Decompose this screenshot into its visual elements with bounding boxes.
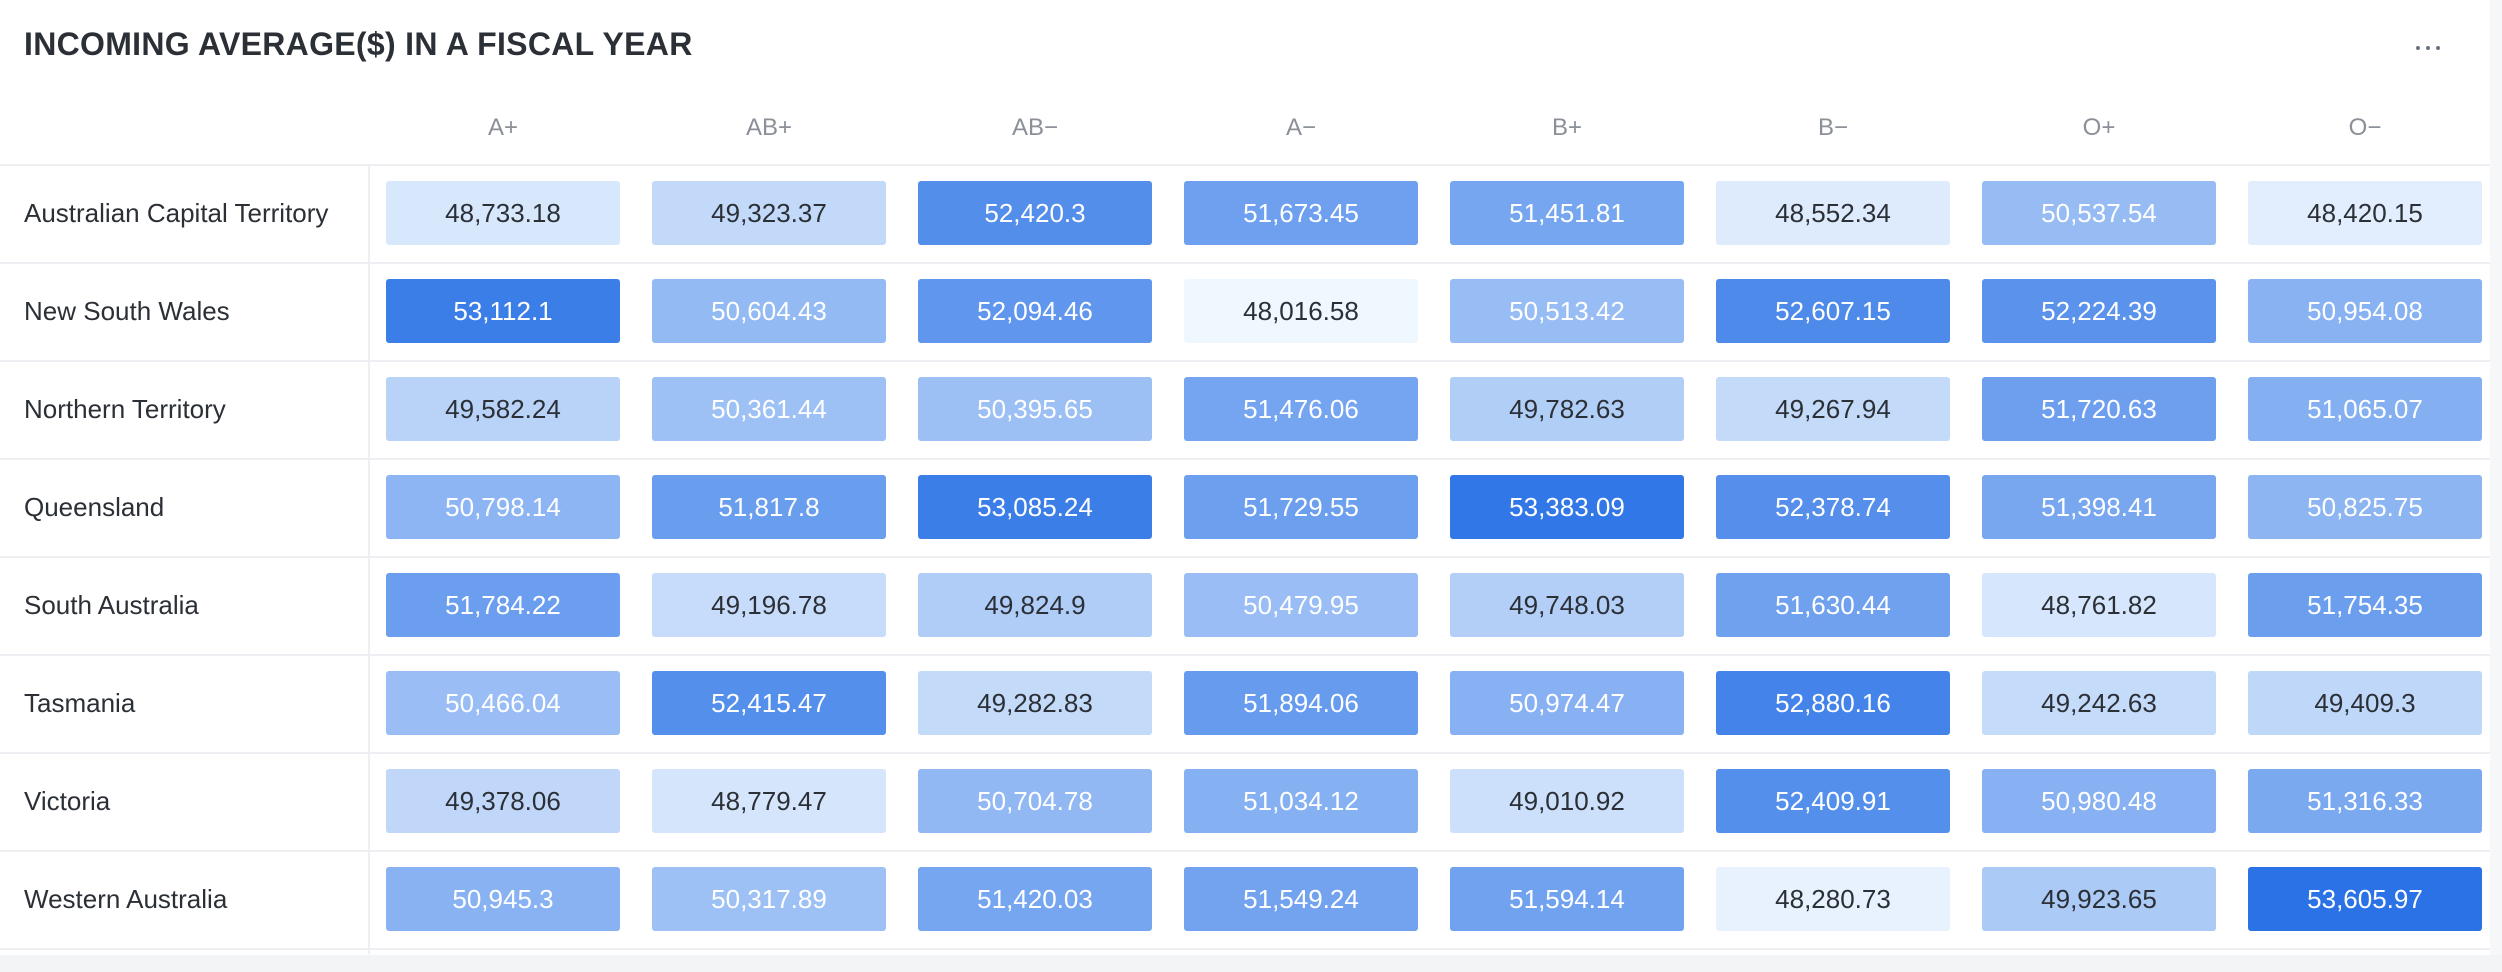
heatmap-cell[interactable]: 50,945.3 xyxy=(386,867,620,931)
row-divider xyxy=(0,360,2490,362)
row-divider xyxy=(0,948,2490,950)
heatmap-cell[interactable]: 52,880.16 xyxy=(1716,671,1950,735)
heatmap-cell[interactable]: 50,537.54 xyxy=(1982,181,2216,245)
heatmap-cell[interactable]: 51,316.33 xyxy=(2248,769,2482,833)
label-column-divider xyxy=(368,164,370,954)
heatmap-cell[interactable]: 48,779.47 xyxy=(652,769,886,833)
row-label: Victoria xyxy=(24,785,111,816)
heatmap-cell[interactable]: 50,954.08 xyxy=(2248,279,2482,343)
heatmap-cell[interactable]: 50,704.78 xyxy=(918,769,1152,833)
heatmap-cell[interactable]: 49,782.63 xyxy=(1450,377,1684,441)
column-header: B+ xyxy=(1551,114,1583,141)
heatmap-cell[interactable]: 51,720.63 xyxy=(1982,377,2216,441)
heatmap-cell[interactable]: 49,582.24 xyxy=(386,377,620,441)
more-horizontal-icon[interactable] xyxy=(2406,30,2450,66)
row-label: Australian Capital Territory xyxy=(24,197,329,228)
heatmap-cell[interactable]: 49,824.9 xyxy=(918,573,1152,637)
row-label: Western Australia xyxy=(24,883,228,914)
column-header: O− xyxy=(2348,114,2382,141)
row-label: Tasmania xyxy=(24,687,136,718)
column-header: B− xyxy=(1817,114,1849,141)
heatmap-cell[interactable]: 51,729.55 xyxy=(1184,475,1418,539)
heatmap-cell[interactable]: 49,267.94 xyxy=(1716,377,1950,441)
column-header: AB+ xyxy=(745,114,793,141)
heatmap-cell[interactable]: 50,798.14 xyxy=(386,475,620,539)
heatmap-cell[interactable]: 50,479.95 xyxy=(1184,573,1418,637)
column-header: AB− xyxy=(1011,114,1059,141)
heatmap-cell[interactable]: 50,466.04 xyxy=(386,671,620,735)
row-divider xyxy=(0,164,2490,166)
heatmap-cell[interactable]: 53,085.24 xyxy=(918,475,1152,539)
heatmap-cell[interactable]: 49,323.37 xyxy=(652,181,886,245)
heatmap-cell[interactable]: 50,317.89 xyxy=(652,867,886,931)
heatmap-cell[interactable]: 52,415.47 xyxy=(652,671,886,735)
row-divider xyxy=(0,752,2490,754)
heatmap-cell[interactable]: 48,420.15 xyxy=(2248,181,2482,245)
heatmap-cell[interactable]: 48,280.73 xyxy=(1716,867,1950,931)
chart-title: INCOMING AVERAGE($) IN A FISCAL YEAR xyxy=(24,26,693,62)
column-header: O+ xyxy=(2082,114,2116,141)
row-divider xyxy=(0,458,2490,460)
heatmap-cell[interactable]: 50,361.44 xyxy=(652,377,886,441)
heatmap-cell[interactable]: 48,016.58 xyxy=(1184,279,1418,343)
heatmap-cell[interactable]: 49,010.92 xyxy=(1450,769,1684,833)
heatmap-cell[interactable]: 51,784.22 xyxy=(386,573,620,637)
heatmap-cell[interactable]: 51,398.41 xyxy=(1982,475,2216,539)
row-label: New South Wales xyxy=(24,295,230,326)
heatmap-cell[interactable]: 49,923.65 xyxy=(1982,867,2216,931)
heatmap-cell[interactable]: 52,094.46 xyxy=(918,279,1152,343)
heatmap-cell[interactable]: 53,112.1 xyxy=(386,279,620,343)
heatmap-cell[interactable]: 51,594.14 xyxy=(1450,867,1684,931)
scroll-gutter xyxy=(2490,0,2502,972)
column-header: A+ xyxy=(487,114,519,141)
heatmap-cell[interactable]: 51,673.45 xyxy=(1184,181,1418,245)
heatmap-cell[interactable]: 51,451.81 xyxy=(1450,181,1684,245)
heatmap-cell[interactable]: 51,420.03 xyxy=(918,867,1152,931)
heatmap-cell[interactable]: 51,476.06 xyxy=(1184,377,1418,441)
heatmap-cell[interactable]: 51,894.06 xyxy=(1184,671,1418,735)
heatmap-cell[interactable]: 49,242.63 xyxy=(1982,671,2216,735)
heatmap-cell[interactable]: 49,748.03 xyxy=(1450,573,1684,637)
heatmap-cell[interactable]: 50,604.43 xyxy=(652,279,886,343)
heatmap-cell[interactable]: 50,513.42 xyxy=(1450,279,1684,343)
dot xyxy=(2436,46,2440,50)
column-header: A− xyxy=(1285,114,1317,141)
row-label: Queensland xyxy=(24,491,165,522)
row-label: South Australia xyxy=(24,589,199,620)
heatmap-cell[interactable]: 52,409.91 xyxy=(1716,769,1950,833)
heatmap-cell[interactable]: 49,196.78 xyxy=(652,573,886,637)
heatmap-cell[interactable]: 50,395.65 xyxy=(918,377,1152,441)
heatmap-cell[interactable]: 48,552.34 xyxy=(1716,181,1950,245)
heatmap-cell[interactable]: 51,065.07 xyxy=(2248,377,2482,441)
row-divider xyxy=(0,262,2490,264)
dot xyxy=(2416,46,2420,50)
heatmap-cell[interactable]: 51,549.24 xyxy=(1184,867,1418,931)
heatmap-card: INCOMING AVERAGE($) IN A FISCAL YEAR A+ A… xyxy=(0,26,2490,954)
heatmap-cell[interactable]: 51,754.35 xyxy=(2248,573,2482,637)
row-divider xyxy=(0,850,2490,852)
heatmap-cell[interactable]: 49,378.06 xyxy=(386,769,620,833)
heatmap-cell[interactable]: 48,733.18 xyxy=(386,181,620,245)
row-label: Northern Territory xyxy=(24,393,226,424)
heatmap-cell[interactable]: 50,974.47 xyxy=(1450,671,1684,735)
heatmap-cell[interactable]: 49,282.83 xyxy=(918,671,1152,735)
heatmap-cell[interactable]: 50,980.48 xyxy=(1982,769,2216,833)
heatmap-cell[interactable]: 52,607.15 xyxy=(1716,279,1950,343)
heatmap-cell[interactable]: 52,420.3 xyxy=(918,181,1152,245)
heatmap-cell[interactable]: 53,383.09 xyxy=(1450,475,1684,539)
row-divider xyxy=(0,654,2490,656)
dot xyxy=(2426,46,2430,50)
heatmap-cell[interactable]: 51,034.12 xyxy=(1184,769,1418,833)
heatmap-cell[interactable]: 48,761.82 xyxy=(1982,573,2216,637)
heatmap-cell[interactable]: 51,630.44 xyxy=(1716,573,1950,637)
bottom-edge xyxy=(0,955,2502,972)
heatmap-cell[interactable]: 49,409.3 xyxy=(2248,671,2482,735)
heatmap-cell[interactable]: 50,825.75 xyxy=(2248,475,2482,539)
row-divider xyxy=(0,556,2490,558)
heatmap-cell[interactable]: 53,605.97 xyxy=(2248,867,2482,931)
heatmap-cell[interactable]: 51,817.8 xyxy=(652,475,886,539)
heatmap-cell[interactable]: 52,224.39 xyxy=(1982,279,2216,343)
heatmap-cell[interactable]: 52,378.74 xyxy=(1716,475,1950,539)
